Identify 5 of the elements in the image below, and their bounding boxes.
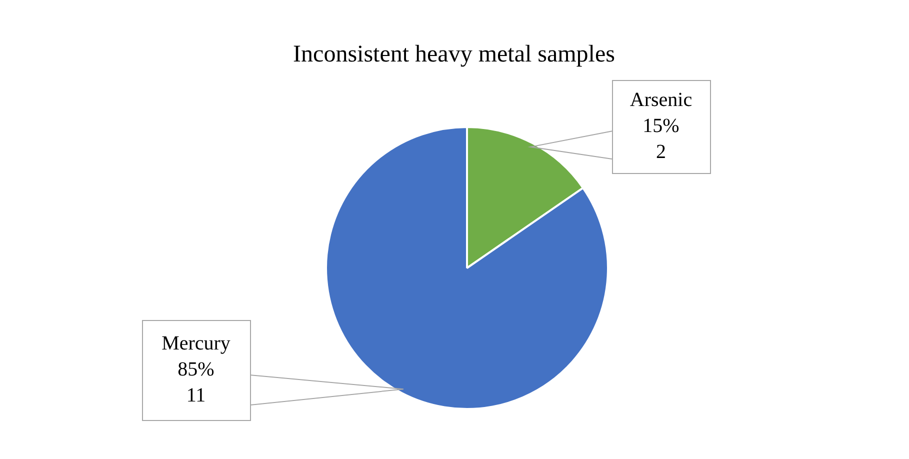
slice-label: Mercury — [162, 332, 230, 354]
slice-label: Arsenic — [630, 88, 692, 111]
data-label: 85% 11 — [178, 358, 214, 406]
chart-title: Inconsistent heavy metal samples — [293, 41, 615, 68]
data-label: 15% 2 — [642, 114, 680, 163]
